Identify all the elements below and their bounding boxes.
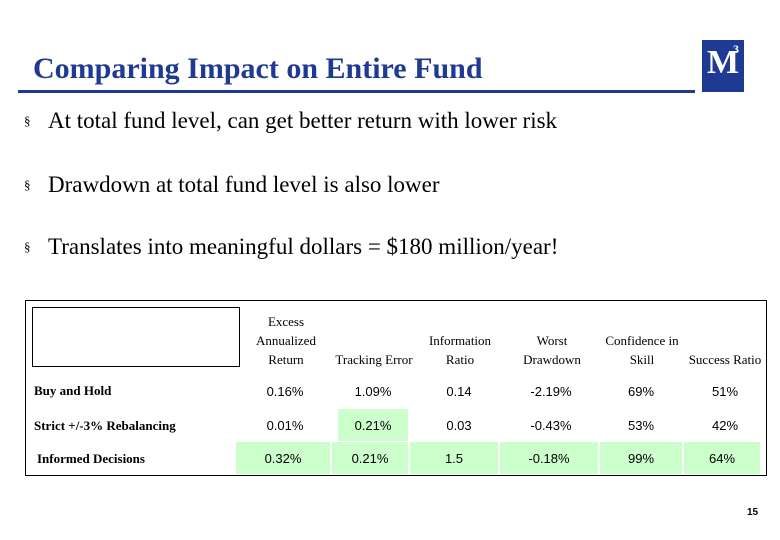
- table-cell-highlighted: -0.18%: [500, 442, 598, 474]
- bullet-text: Translates into meaningful dollars = $18…: [48, 234, 559, 259]
- bullet-3: § Translates into meaningful dollars = $…: [24, 234, 558, 260]
- comparison-table: Excess Annualized Return Tracking Error …: [25, 300, 767, 476]
- logo-letter: M: [707, 44, 740, 81]
- bullet-text: At total fund level, can get better retu…: [48, 108, 558, 133]
- bullet-2: § Drawdown at total fund level is also l…: [24, 172, 440, 198]
- table-cell-highlighted: 0.32%: [236, 442, 330, 474]
- row-label: Buy and Hold: [34, 383, 112, 398]
- row-label: Strict +/-3% Rebalancing: [34, 418, 176, 433]
- table-cell: 42%: [711, 417, 739, 433]
- header-excess-return: Excess Annualized Return: [256, 314, 316, 367]
- table-cell-highlighted: 0.21%: [332, 442, 408, 474]
- table-cell: -0.43%: [530, 417, 572, 433]
- bullet-1: § At total fund level, can get better re…: [24, 108, 557, 134]
- header-success-ratio: Success Ratio: [688, 352, 762, 367]
- header-information-ratio: Information Ratio: [428, 333, 492, 367]
- bullet-text: Drawdown at total fund level is also low…: [48, 172, 440, 197]
- slide-title: Comparing Impact on Entire Fund: [33, 52, 483, 85]
- table-cell: 0.01%: [266, 417, 304, 433]
- table-cell: 0.16%: [266, 383, 304, 399]
- table-cell: 69%: [627, 383, 655, 399]
- header-confidence: Confidence in Skill: [605, 333, 679, 367]
- bullet-marker: §: [24, 177, 31, 192]
- header-tracking-error: Tracking Error: [335, 352, 413, 367]
- m3-logo: M 3: [702, 40, 744, 92]
- page-number: 15: [747, 507, 759, 518]
- table-cell: 51%: [711, 383, 739, 399]
- header-worst-drawdown: Worst Drawdown: [523, 333, 581, 367]
- table-cell: 53%: [627, 417, 655, 433]
- bullet-marker: §: [24, 239, 31, 254]
- logo-superscript: 3: [733, 42, 739, 56]
- table-cell: 0.14: [446, 383, 472, 399]
- table-cell-highlighted: 0.21%: [338, 409, 408, 441]
- table-cell: -2.19%: [530, 383, 572, 399]
- table-cell-highlighted: 99%: [600, 442, 682, 474]
- row-label: Informed Decisions: [37, 451, 145, 466]
- table-cell-highlighted: 1.5: [410, 442, 498, 474]
- empty-header-box: [32, 307, 240, 367]
- title-underline: [18, 90, 695, 93]
- table-cell-highlighted: 64%: [684, 442, 760, 474]
- table-cell: 0.03: [446, 417, 472, 433]
- table-cell: 1.09%: [354, 383, 392, 399]
- bullet-marker: §: [24, 113, 31, 128]
